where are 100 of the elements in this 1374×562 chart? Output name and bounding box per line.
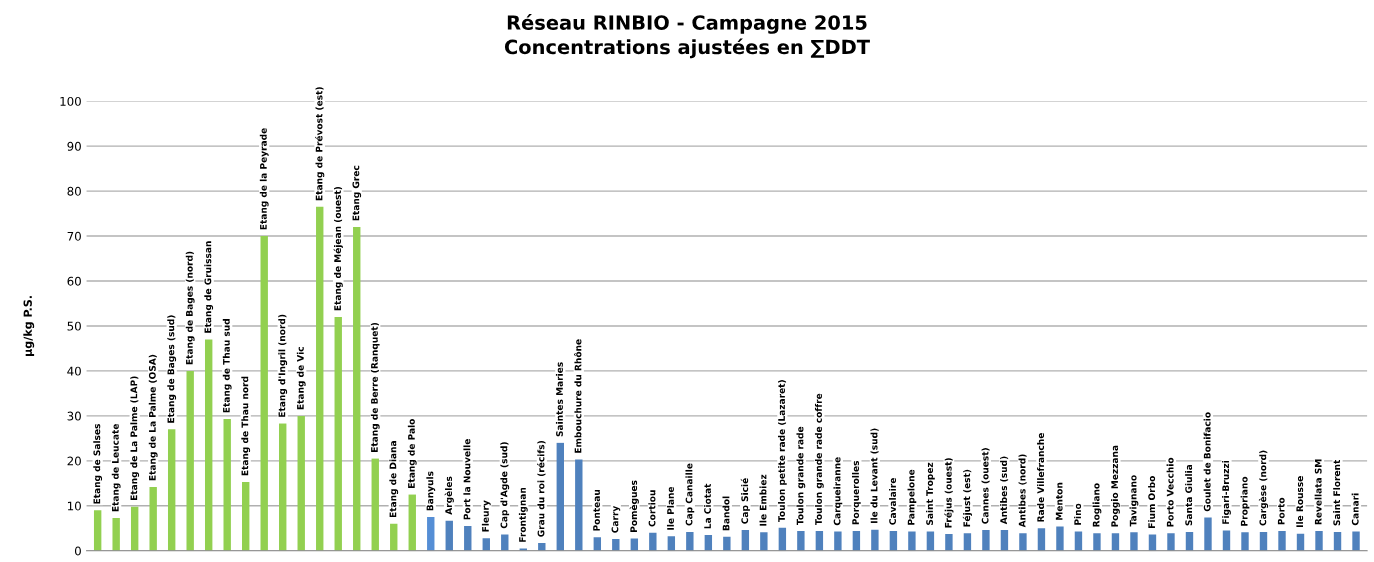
bar bbox=[982, 530, 990, 551]
x-tick-label: Propriano bbox=[1240, 476, 1250, 526]
bar bbox=[686, 531, 694, 551]
x-tick-label: Cap d'Agde (sud) bbox=[500, 442, 510, 529]
x-tick-label: Frontignan bbox=[518, 487, 528, 542]
bar bbox=[167, 429, 176, 551]
bar bbox=[1093, 533, 1101, 551]
x-tick-label: Rade Villefranche bbox=[1037, 433, 1045, 522]
x-tick-label: Fium Orbo bbox=[1148, 476, 1156, 528]
bar bbox=[186, 370, 194, 551]
x-tick-label: Etang de Palo bbox=[407, 419, 417, 488]
bar bbox=[260, 236, 268, 551]
bar bbox=[667, 536, 676, 551]
x-tick-label: Etang d'Ingril (nord) bbox=[278, 314, 288, 417]
x-tick-label: Cap Sicié bbox=[740, 478, 750, 524]
y-axis-title: µg/kg P.S. bbox=[23, 296, 35, 356]
x-tick-label: Bandol bbox=[722, 496, 730, 531]
bar bbox=[649, 532, 657, 551]
bar bbox=[926, 531, 935, 551]
x-tick-label: La Ciotat bbox=[703, 483, 711, 529]
bar bbox=[1204, 517, 1212, 551]
x-tick-label: Ile Embiez bbox=[759, 474, 767, 526]
x-tick-label: Etang de Diana bbox=[389, 441, 399, 518]
x-tick-label: Canari bbox=[1351, 493, 1359, 526]
bar bbox=[889, 530, 898, 551]
y-tick-label: 10 bbox=[67, 501, 81, 511]
x-tick-label: Carry bbox=[611, 505, 621, 533]
bar bbox=[112, 517, 120, 551]
bar bbox=[1000, 530, 1009, 551]
bar bbox=[778, 527, 787, 551]
bar bbox=[334, 316, 342, 551]
bar bbox=[297, 415, 305, 551]
x-tick-label: Toulon grande rade coffre bbox=[814, 393, 824, 526]
x-tick-label: Féjust (est) bbox=[962, 469, 972, 527]
bar bbox=[427, 517, 435, 551]
bar bbox=[760, 532, 768, 551]
bar bbox=[593, 537, 602, 551]
x-tick-label: Fleury bbox=[481, 500, 491, 532]
x-tick-label: Etang de Gruissan bbox=[204, 241, 214, 333]
x-tick-label: Etang de Vic bbox=[296, 347, 306, 410]
x-tick-label: Ponteau bbox=[593, 489, 600, 531]
y-tick-label: 60 bbox=[67, 276, 81, 286]
bar bbox=[556, 442, 564, 551]
bar bbox=[1278, 530, 1286, 551]
x-tick-label: Grau du roi (récifs) bbox=[537, 441, 546, 537]
bar bbox=[945, 534, 953, 551]
y-tick-label: 0 bbox=[74, 546, 81, 556]
bar bbox=[797, 530, 805, 551]
x-tick-label: Etang de Bages (sud) bbox=[167, 315, 177, 423]
bar bbox=[741, 530, 750, 551]
bar bbox=[353, 227, 361, 551]
x-tick-label: Etang de Thau sud bbox=[222, 319, 232, 413]
x-tick-label: Etang de La Palme (LAP) bbox=[130, 376, 140, 501]
x-tick-label: Saintes Maries bbox=[555, 362, 563, 437]
y-tick-label: 40 bbox=[67, 366, 81, 376]
bar bbox=[371, 458, 379, 551]
bar bbox=[445, 520, 453, 551]
bar bbox=[390, 523, 398, 551]
bar bbox=[1315, 530, 1323, 551]
bar bbox=[130, 506, 139, 551]
bar bbox=[815, 530, 824, 551]
x-tick-label: Port la Nouvelle bbox=[463, 439, 471, 520]
x-tick-label: Fréjus (ouest) bbox=[944, 458, 954, 528]
bar bbox=[1333, 531, 1342, 551]
x-tick-label: Menton bbox=[1055, 482, 1063, 520]
x-tick-label: Etang de Bages (nord) bbox=[185, 251, 195, 365]
bar bbox=[1111, 533, 1120, 551]
bar bbox=[93, 510, 102, 551]
bar bbox=[852, 530, 861, 551]
x-tick-label: Cortiou bbox=[648, 490, 656, 527]
bar bbox=[279, 423, 287, 551]
x-tick-label: Saint Florent bbox=[1333, 459, 1341, 526]
x-tick-label: Porto Vecchio bbox=[1166, 457, 1174, 527]
y-tick-label: 20 bbox=[67, 456, 81, 466]
x-tick-label: Ile du Levant (sud) bbox=[870, 428, 879, 523]
bar bbox=[1352, 531, 1360, 551]
y-tick-label: 30 bbox=[67, 411, 81, 421]
x-tick-label: Cavalaire bbox=[889, 478, 897, 525]
x-tick-label: Argèles bbox=[444, 476, 454, 515]
y-tick-label: 70 bbox=[67, 231, 81, 241]
bar bbox=[612, 539, 620, 551]
x-tick-label: Poggio Mezzana bbox=[1111, 445, 1120, 527]
y-tick-label: 100 bbox=[60, 96, 81, 106]
x-tick-label: Cannes (ouest) bbox=[981, 448, 990, 524]
bar bbox=[1259, 531, 1268, 551]
bar bbox=[834, 531, 842, 551]
x-tick-label: Cap Canaille bbox=[685, 463, 695, 526]
x-tick-label: Toulon petite rade (Lazaret) bbox=[777, 380, 787, 522]
bar bbox=[704, 535, 713, 551]
x-tick-label: Pino bbox=[1074, 503, 1082, 525]
x-tick-label: Embouchure du Rhône bbox=[574, 339, 582, 453]
x-tick-label: Rogliano bbox=[1092, 483, 1102, 527]
x-tick-label: Saint Tropez bbox=[926, 462, 935, 525]
bar bbox=[1019, 533, 1027, 551]
x-tick-label: Pampelone bbox=[907, 469, 917, 525]
x-tick-label: Ile Rousse bbox=[1296, 476, 1304, 527]
bar bbox=[1130, 532, 1138, 551]
x-tick-label: Porquerolles bbox=[852, 460, 861, 525]
x-tick-label: Figari-Bruzzi bbox=[1222, 460, 1231, 524]
bar bbox=[482, 538, 490, 551]
